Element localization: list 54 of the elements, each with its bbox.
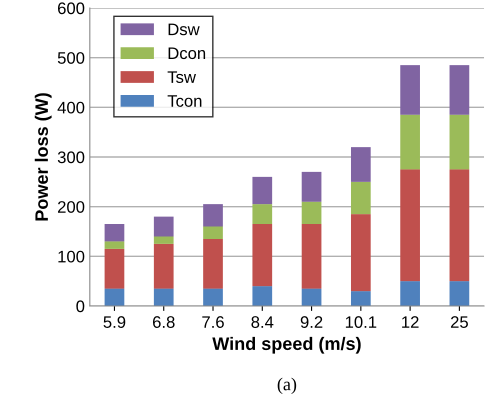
y-tick-label: 200: [58, 201, 84, 213]
y-tick-label: 0: [76, 300, 84, 312]
bar: [104, 224, 124, 242]
bar: [350, 147, 371, 182]
y-tick-label: 500: [58, 52, 84, 64]
bar: [252, 224, 272, 286]
bar: [252, 286, 272, 306]
x-tick-label: 10.1: [346, 316, 376, 328]
y-tick-label: 600: [58, 2, 84, 14]
bar: [154, 216, 174, 236]
bar: [350, 214, 371, 292]
legend-label: Dsw: [168, 24, 200, 36]
bar: [104, 248, 124, 289]
bar: [104, 241, 124, 249]
bar: [400, 114, 420, 170]
y-axis-title: Power loss (W): [34, 93, 52, 220]
bar: [350, 182, 371, 214]
legend-label: Dcon: [168, 47, 206, 60]
y-tick-label: 100: [58, 250, 84, 263]
bar: [400, 169, 420, 282]
bar: [154, 244, 174, 289]
bar: [400, 281, 420, 306]
legend-label: Tcon: [168, 95, 202, 107]
x-tick-label: 12: [402, 316, 419, 328]
y-tick-label: 300: [58, 151, 84, 164]
bar: [154, 236, 174, 244]
bar: [203, 226, 223, 239]
bar: [302, 224, 322, 289]
bar: [450, 169, 470, 282]
x-axis-title: Wind speed (m/s): [212, 336, 361, 354]
bar: [203, 238, 223, 289]
x-tick-label: 6.8: [152, 316, 175, 328]
bar: [154, 288, 174, 306]
bar: [450, 114, 470, 170]
x-tick-label: 5.9: [104, 316, 126, 328]
bar: [252, 204, 272, 224]
x-tick-label: 7.6: [202, 316, 224, 328]
bar: [302, 288, 322, 306]
bar: [400, 65, 420, 115]
text: (a): [278, 378, 296, 394]
x-tick-label: 9.2: [300, 316, 322, 328]
bar: [203, 204, 223, 227]
x-tick-label: 8.4: [251, 316, 274, 328]
bar: [252, 176, 272, 204]
bar: [350, 291, 371, 306]
bar: [302, 202, 322, 224]
bar: [302, 172, 322, 202]
bar: [450, 65, 470, 115]
bar: [104, 288, 124, 306]
bar: [203, 288, 223, 306]
bar: [450, 281, 470, 306]
y-tick-label: 400: [58, 102, 84, 114]
x-tick-label: 25: [450, 316, 468, 328]
legend-label: Tsw: [168, 71, 196, 83]
